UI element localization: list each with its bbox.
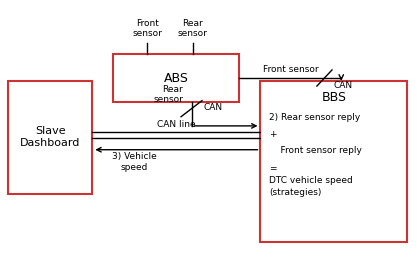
Text: 3) Vehicle
speed: 3) Vehicle speed (112, 153, 156, 172)
Text: Front
sensor: Front sensor (132, 19, 163, 38)
Text: =: = (269, 164, 276, 173)
Text: BBS: BBS (321, 91, 346, 104)
Text: ABS: ABS (164, 72, 189, 84)
Text: DTC vehicle speed
(strategies): DTC vehicle speed (strategies) (269, 176, 352, 197)
Text: Rear
sensor: Rear sensor (178, 19, 208, 38)
Text: CAN: CAN (334, 81, 353, 90)
Text: Slave
Dashboard: Slave Dashboard (20, 126, 81, 148)
Text: Rear
sensor: Rear sensor (153, 85, 183, 104)
Text: CAN line: CAN line (157, 120, 196, 129)
Text: Front sensor: Front sensor (262, 65, 318, 74)
FancyBboxPatch shape (8, 81, 92, 194)
Text: CAN: CAN (203, 103, 223, 112)
Text: +: + (269, 130, 276, 139)
FancyBboxPatch shape (113, 54, 239, 102)
Text: Front sensor reply: Front sensor reply (269, 146, 362, 155)
FancyBboxPatch shape (260, 81, 407, 242)
Text: 2) Rear sensor reply: 2) Rear sensor reply (269, 113, 360, 122)
